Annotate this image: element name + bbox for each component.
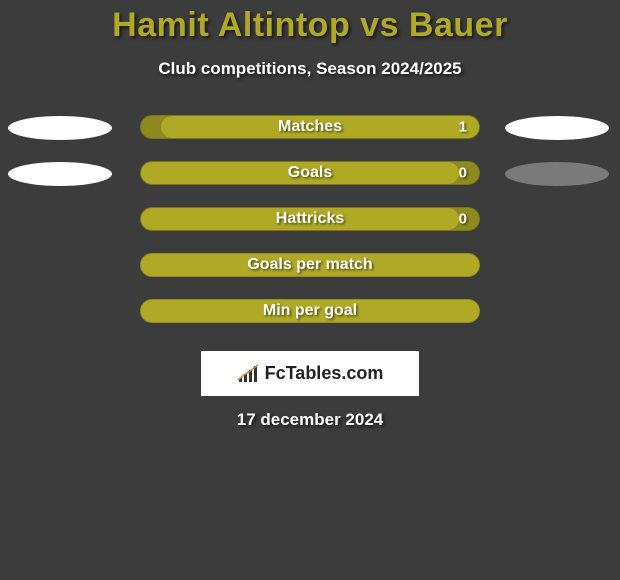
stat-bar-track: Goals per match (140, 253, 480, 277)
stat-bar-track: Hattricks 0 (140, 207, 480, 231)
stat-row: Goals per match (0, 251, 620, 297)
stat-bar-label: Matches (278, 118, 342, 136)
stat-row: Hattricks 0 (0, 205, 620, 251)
stat-value-right: 1 (459, 119, 467, 136)
player-right-ellipse (505, 116, 609, 140)
page-title: Hamit Altintop vs Bauer (0, 6, 620, 45)
date-line: 17 december 2024 (0, 410, 620, 430)
comparison-infographic: Hamit Altintop vs Bauer Club competition… (0, 0, 620, 580)
player-right-ellipse (505, 162, 609, 186)
player-left-ellipse (8, 162, 112, 186)
player-left-ellipse (8, 116, 112, 140)
stat-bar-label: Hattricks (276, 210, 344, 228)
stat-row: Goals 0 (0, 159, 620, 205)
stat-bar-label: Goals per match (247, 256, 372, 274)
stat-bar-track: Min per goal (140, 299, 480, 323)
stat-bar-track: Matches 1 (140, 115, 480, 139)
stat-bar-label: Min per goal (263, 302, 357, 320)
stat-row: Matches 1 (0, 113, 620, 159)
stat-bar-track: Goals 0 (140, 161, 480, 185)
subtitle: Club competitions, Season 2024/2025 (0, 59, 620, 79)
logo-text: FcTables.com (265, 363, 384, 384)
stat-rows: Matches 1 Goals 0 Hattricks 0 Goals per match M… (0, 113, 620, 343)
stat-value-right: 0 (459, 165, 467, 182)
stat-value-right: 0 (459, 211, 467, 228)
logo-box: FcTables.com (201, 351, 419, 396)
stat-bar-label: Goals (288, 164, 332, 182)
stat-row: Min per goal (0, 297, 620, 343)
chart-icon (237, 364, 261, 384)
